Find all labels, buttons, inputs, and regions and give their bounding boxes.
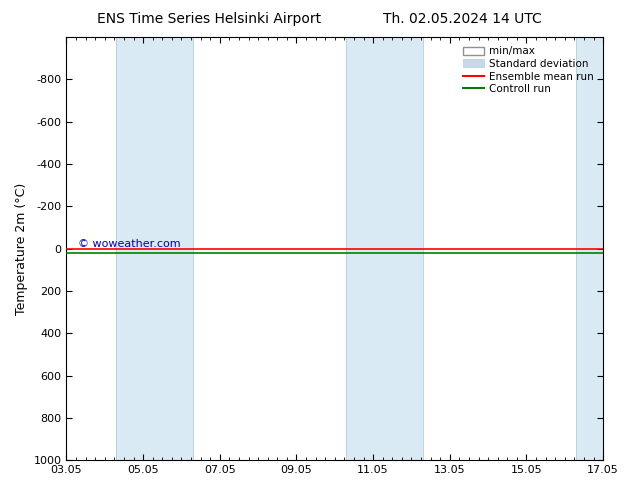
Bar — [116, 37, 193, 460]
Bar — [346, 37, 423, 460]
Y-axis label: Temperature 2m (°C): Temperature 2m (°C) — [15, 182, 28, 315]
Bar — [576, 37, 603, 460]
Text: © woweather.com: © woweather.com — [78, 239, 181, 248]
Text: ENS Time Series Helsinki Airport: ENS Time Series Helsinki Airport — [97, 12, 321, 26]
Text: Th. 02.05.2024 14 UTC: Th. 02.05.2024 14 UTC — [384, 12, 542, 26]
Legend: min/max, Standard deviation, Ensemble mean run, Controll run: min/max, Standard deviation, Ensemble me… — [459, 42, 598, 98]
